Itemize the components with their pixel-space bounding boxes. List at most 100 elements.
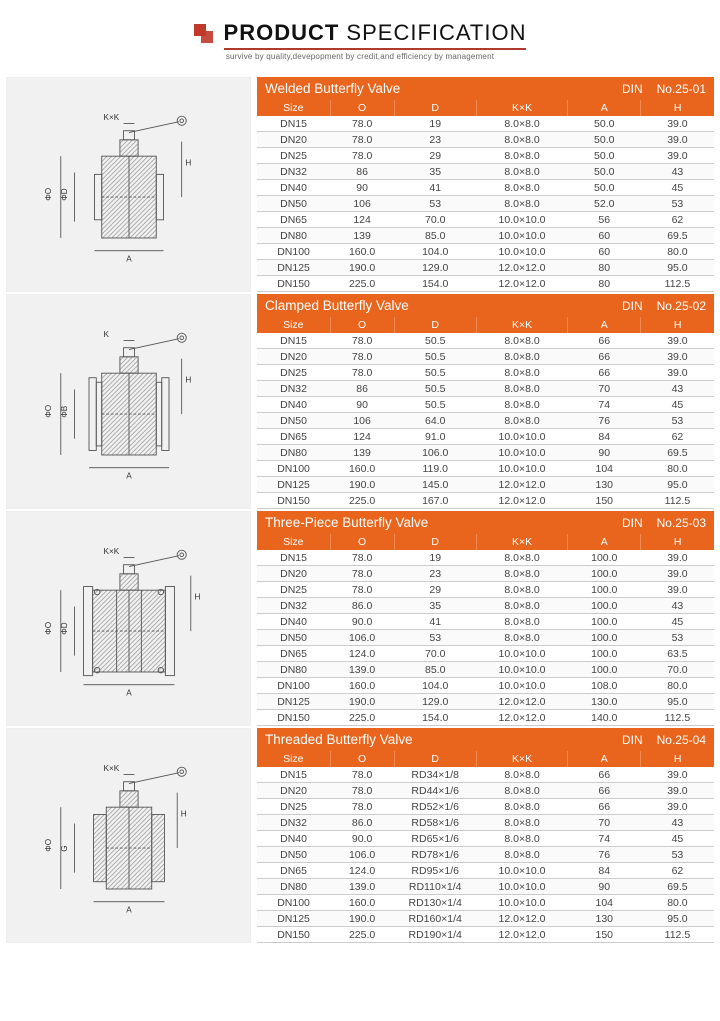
table-cell: 10.0×10.0 (476, 228, 567, 244)
table-cell: 12.0×12.0 (476, 276, 567, 292)
table-cell: DN150 (257, 276, 330, 292)
column-header: H (641, 751, 714, 767)
table-cell: 154.0 (394, 710, 476, 726)
table-cell: 8.0×8.0 (476, 550, 567, 566)
table-cell: 19 (394, 116, 476, 132)
table-cell: 70 (568, 381, 641, 397)
svg-text:ΦO: ΦO (43, 188, 52, 201)
svg-text:H: H (185, 158, 191, 167)
table-row: DN4090.0RD65×1/68.0×8.07445 (257, 831, 714, 847)
table-cell: 66 (568, 799, 641, 815)
table-cell: RD65×1/6 (394, 831, 476, 847)
table-cell: 8.0×8.0 (476, 630, 567, 646)
table-cell: 112.5 (641, 710, 714, 726)
table-cell: 39.0 (641, 116, 714, 132)
table-cell: DN50 (257, 196, 330, 212)
section-standard: DIN (622, 82, 643, 96)
column-header: H (641, 317, 714, 333)
section-standard: DIN (622, 516, 643, 530)
table-cell: 43 (641, 598, 714, 614)
table-row: DN100160.0104.010.0×10.06080.0 (257, 244, 714, 260)
table-cell: 19 (394, 550, 476, 566)
table-cell: RD52×1/6 (394, 799, 476, 815)
table-cell: DN50 (257, 630, 330, 646)
column-header: H (641, 534, 714, 550)
table-cell: 66 (568, 333, 641, 349)
table-row: DN2078.050.58.0×8.06639.0 (257, 349, 714, 365)
spec-header: Threaded Butterfly ValveDINNo.25-04 (257, 728, 714, 751)
table-cell: 39.0 (641, 582, 714, 598)
logo-block: PRODUCT SPECIFICATION (194, 20, 527, 50)
table-cell: 39.0 (641, 550, 714, 566)
table-cell: 29 (394, 582, 476, 598)
table-cell: 124.0 (330, 646, 394, 662)
table-cell: 8.0×8.0 (476, 831, 567, 847)
table-cell: 190.0 (330, 477, 394, 493)
table-cell: 86.0 (330, 598, 394, 614)
table-cell: 100.0 (568, 582, 641, 598)
table-cell: 150 (568, 493, 641, 509)
table-cell: DN150 (257, 927, 330, 943)
spec-header: Welded Butterfly ValveDINNo.25-01 (257, 77, 714, 100)
svg-text:K×K: K×K (103, 113, 119, 122)
table-cell: 50.5 (394, 381, 476, 397)
table-cell: 53 (641, 630, 714, 646)
table-cell: 45 (641, 397, 714, 413)
table-row: DN6512470.010.0×10.05662 (257, 212, 714, 228)
table-cell: 10.0×10.0 (476, 662, 567, 678)
table-row: DN6512491.010.0×10.08462 (257, 429, 714, 445)
column-header: A (568, 100, 641, 116)
column-header: D (394, 534, 476, 550)
table-cell: 90 (568, 879, 641, 895)
table-row: DN2078.0RD44×1/68.0×8.06639.0 (257, 783, 714, 799)
svg-text:ΦD: ΦD (60, 622, 69, 635)
table-cell: 66 (568, 783, 641, 799)
spec-header: Clamped Butterfly ValveDINNo.25-02 (257, 294, 714, 317)
table-cell: DN65 (257, 429, 330, 445)
table-cell: 104.0 (394, 244, 476, 260)
table-cell: 130.0 (568, 694, 641, 710)
table-cell: DN125 (257, 477, 330, 493)
table-cell: 10.0×10.0 (476, 461, 567, 477)
column-header: Size (257, 100, 330, 116)
logo-icon (194, 24, 216, 46)
table-cell: DN125 (257, 260, 330, 276)
table-cell: 39.0 (641, 148, 714, 164)
table-cell: 124 (330, 212, 394, 228)
table-cell: 8.0×8.0 (476, 365, 567, 381)
table-cell: 78.0 (330, 550, 394, 566)
svg-text:A: A (126, 255, 132, 264)
table-cell: 160.0 (330, 678, 394, 694)
table-cell: 100.0 (568, 550, 641, 566)
table-cell: 139 (330, 228, 394, 244)
table-cell: 70 (568, 815, 641, 831)
table-cell: 43 (641, 815, 714, 831)
table-cell: 119.0 (394, 461, 476, 477)
table-cell: DN32 (257, 381, 330, 397)
table-row: DN150225.0154.012.0×12.0140.0112.5 (257, 710, 714, 726)
table-cell: 41 (394, 614, 476, 630)
table-row: DN100160.0RD130×1/410.0×10.010480.0 (257, 895, 714, 911)
table-row: DN150225.0154.012.0×12.080112.5 (257, 276, 714, 292)
table-cell: 85.0 (394, 228, 476, 244)
table-cell: 12.0×12.0 (476, 710, 567, 726)
table-cell: DN20 (257, 783, 330, 799)
spec-table: SizeODK×KAHDN1578.0RD34×1/88.0×8.06639.0… (257, 751, 714, 943)
column-header: A (568, 534, 641, 550)
table-cell: 104 (568, 461, 641, 477)
page-title: PRODUCT SPECIFICATION (224, 20, 527, 50)
svg-text:A: A (126, 906, 132, 915)
table-cell: 43 (641, 164, 714, 180)
table-cell: 78.0 (330, 767, 394, 783)
table-panel: Welded Butterfly ValveDINNo.25-01SizeODK… (257, 77, 714, 292)
table-row: DN3286.0RD58×1/68.0×8.07043 (257, 815, 714, 831)
table-cell: 106 (330, 196, 394, 212)
table-cell: 167.0 (394, 493, 476, 509)
section-standard: DIN (622, 733, 643, 747)
table-cell: 70.0 (394, 646, 476, 662)
table-cell: 80.0 (641, 678, 714, 694)
diagram-panel: KΦOΦBAH (6, 294, 251, 509)
spec-table: SizeODK×KAHDN1578.0198.0×8.0100.039.0DN2… (257, 534, 714, 726)
table-cell: 8.0×8.0 (476, 132, 567, 148)
table-cell: 8.0×8.0 (476, 349, 567, 365)
